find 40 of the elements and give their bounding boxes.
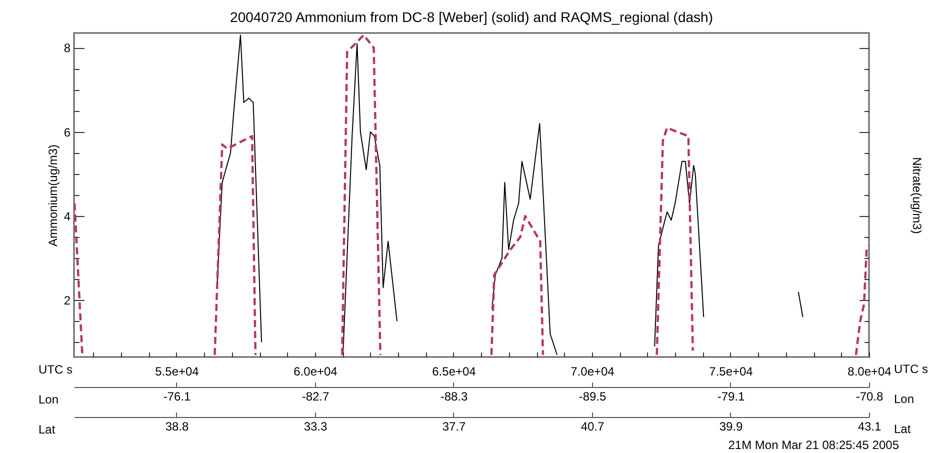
text: -70.8 xyxy=(856,390,884,404)
line-series xyxy=(214,134,257,356)
line-series xyxy=(490,214,544,356)
line-series xyxy=(216,34,262,343)
text: -88.3 xyxy=(440,390,468,404)
text: UTC s xyxy=(894,362,928,376)
x-tick-label: 6.0e+04 xyxy=(294,364,338,378)
x-tick-label: 8.0e+04 xyxy=(848,364,892,378)
x-tick-label: 7.0e+04 xyxy=(570,364,615,378)
y2-axis-title: Nitrate(ug/m3) xyxy=(910,157,924,234)
line-series xyxy=(341,34,382,356)
text: 33.3 xyxy=(304,420,328,434)
text: 39.9 xyxy=(719,420,743,434)
line-series xyxy=(342,43,398,356)
text: Lon xyxy=(894,392,914,406)
line-series xyxy=(656,126,694,356)
y-tick-label: 8 xyxy=(64,41,71,56)
x-tick-label: 5.5e+04 xyxy=(155,364,200,378)
text: 38.8 xyxy=(165,420,189,434)
x2-axis-title: Lon xyxy=(38,392,59,406)
y-tick-label: 2 xyxy=(64,294,71,308)
y-tick-label: 6 xyxy=(64,125,71,140)
x-tick-label: 7.5e+04 xyxy=(709,364,754,378)
x-axis-title: UTC s xyxy=(38,362,72,376)
text: -79.1 xyxy=(717,390,745,404)
y-tick-label: 4 xyxy=(64,210,71,224)
text: -89.5 xyxy=(578,390,606,404)
text: -76.1 xyxy=(163,390,191,404)
text: 40.7 xyxy=(580,420,604,434)
line-series xyxy=(654,160,704,347)
text: Lat xyxy=(38,422,56,436)
text: Lat xyxy=(894,422,911,436)
x-tick-label: 6.5e+04 xyxy=(432,364,476,378)
chart-title: 20040720 Ammonium from DC-8 [Weber] (solid) and RAQMS_regional (dash) xyxy=(230,9,713,25)
text: 21M Mon Mar 21 08:25:45 2005 xyxy=(728,438,900,452)
text: 37.7 xyxy=(442,420,466,434)
line-series xyxy=(492,122,558,356)
y-axis-title: Ammonium(ug/m3) xyxy=(46,144,60,247)
text: 43.1 xyxy=(858,420,882,434)
text: -82.7 xyxy=(302,390,330,404)
